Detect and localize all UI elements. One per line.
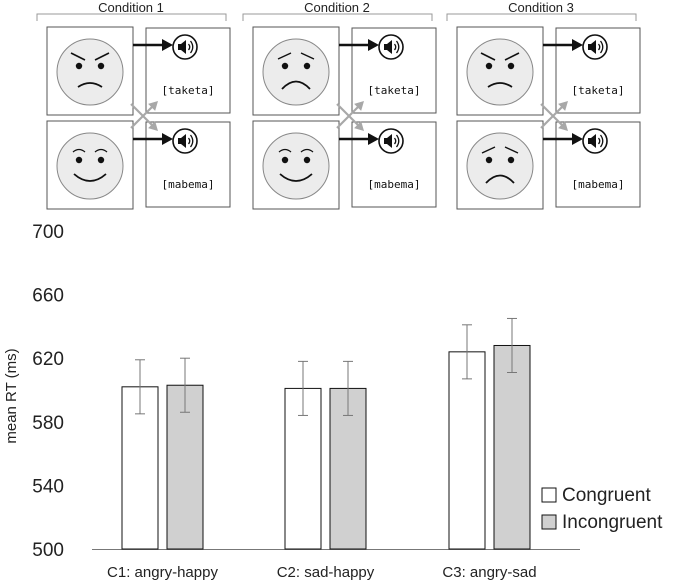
cross-arrows-icon xyxy=(540,103,563,126)
arrow-head xyxy=(368,132,379,146)
bar xyxy=(448,351,486,550)
x-category-label: C1: angry-happy xyxy=(107,564,218,581)
condition-panel: Condition 3 [taketa] [mabema] xyxy=(446,0,641,210)
sad-face-icon xyxy=(466,132,534,200)
condition-bracket xyxy=(242,13,433,21)
condition-title: Condition 1 xyxy=(98,0,164,15)
cross-arrows-icon xyxy=(130,103,153,126)
arrow-head xyxy=(148,101,158,111)
pseudoword-label: [taketa] xyxy=(368,84,421,97)
sad-face-icon xyxy=(262,38,330,106)
arrow-head xyxy=(572,132,583,146)
angry-face-icon xyxy=(466,38,534,106)
arrow-head xyxy=(162,38,173,52)
condition-title: Condition 2 xyxy=(304,0,370,15)
speaker-icon xyxy=(582,34,608,60)
reaction-time-chart: mean RT (ms) 500 540 580 620 660 700 C1: angry… xyxy=(3,222,663,581)
pseudoword-label: [taketa] xyxy=(572,84,625,97)
condition-title: Condition 3 xyxy=(508,0,574,15)
condition-bracket xyxy=(446,13,637,21)
pseudoword-label: [mabema] xyxy=(572,178,625,191)
condition-panel: Condition 2 [taketa] [mabema] xyxy=(242,0,437,210)
speaker-icon xyxy=(582,128,608,154)
x-category-label: C2: sad-happy xyxy=(277,564,375,581)
x-category-label: C3: angry-sad xyxy=(442,564,536,581)
legend-label: Congruent xyxy=(562,485,651,506)
legend-label: Incongruent xyxy=(562,512,663,533)
speaker-icon xyxy=(172,34,198,60)
pseudoword-label: [mabema] xyxy=(368,178,421,191)
pseudoword-label: [mabema] xyxy=(162,178,215,191)
arrow-head xyxy=(354,101,364,111)
condition-panel: Condition 1 [taketa] [mabema] xyxy=(36,0,231,210)
legend-swatch xyxy=(541,514,557,530)
cross-arrows-icon xyxy=(336,103,359,126)
condition-bracket xyxy=(36,13,227,21)
speaker-icon xyxy=(172,128,198,154)
legend-swatch xyxy=(541,487,557,503)
y-axis-label: mean RT (ms) xyxy=(3,348,20,443)
y-tick-label: 500 xyxy=(32,540,64,561)
cross-arrows-icon xyxy=(336,106,359,129)
arrow-head xyxy=(558,121,568,131)
cross-arrows-icon xyxy=(540,106,563,129)
bar xyxy=(493,344,531,550)
arrow-head xyxy=(354,121,364,131)
arrow-head xyxy=(572,38,583,52)
y-tick-label: 620 xyxy=(32,349,64,370)
happy-face-icon xyxy=(262,132,330,200)
y-tick-label: 660 xyxy=(32,286,64,307)
stimulus-panels: Condition 1 [taketa] [mabema] Condition 2 [t… xyxy=(36,0,641,210)
angry-face-icon xyxy=(56,38,124,106)
y-tick-label: 700 xyxy=(32,222,64,243)
arrow-head xyxy=(162,132,173,146)
arrow-head xyxy=(558,101,568,111)
speaker-icon xyxy=(378,128,404,154)
pseudoword-label: [taketa] xyxy=(162,84,215,97)
arrow-head xyxy=(368,38,379,52)
cross-arrows-icon xyxy=(130,106,153,129)
y-tick-label: 540 xyxy=(32,476,64,497)
y-tick-label: 580 xyxy=(32,413,64,434)
happy-face-icon xyxy=(56,132,124,200)
speaker-icon xyxy=(378,34,404,60)
arrow-head xyxy=(148,121,158,131)
